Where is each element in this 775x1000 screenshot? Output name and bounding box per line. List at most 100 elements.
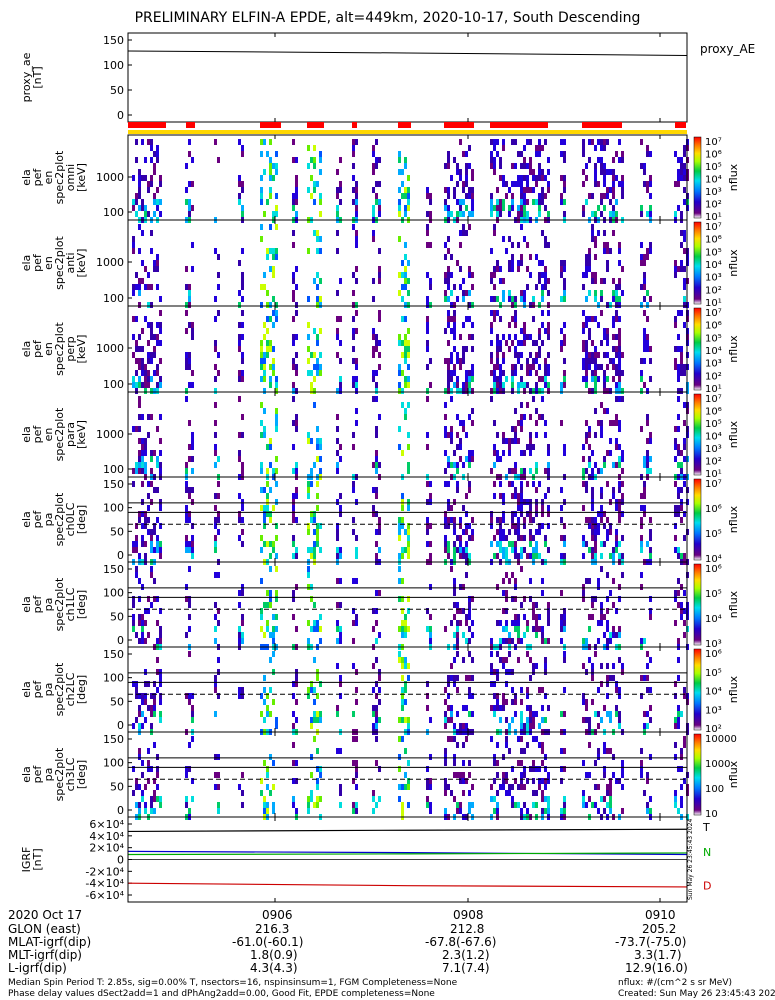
heatmap-cell	[398, 784, 401, 790]
heatmap-cell	[585, 578, 588, 584]
heatmap-cell	[316, 272, 319, 278]
heatmap-cell	[378, 517, 381, 523]
heatmap-cell	[185, 199, 188, 205]
heatmap-cell	[444, 278, 447, 284]
heatmap-cell	[468, 614, 471, 620]
heatmap-cell	[646, 802, 649, 808]
heatmap-cell	[532, 396, 535, 402]
heatmap-cell	[600, 468, 603, 474]
heatmap-cell	[375, 493, 378, 499]
heatmap-cell	[609, 358, 612, 364]
heatmap-cell	[468, 596, 471, 602]
heatmap-cell	[404, 187, 407, 193]
heatmap-cell	[404, 157, 407, 163]
heatmap-cell	[150, 468, 153, 474]
heatmap-cell	[508, 444, 511, 450]
heatmap-cell	[547, 523, 550, 529]
colorbar-tick-label: 10²	[705, 200, 722, 211]
heatmap-cell	[680, 310, 683, 316]
heatmap-cell	[505, 620, 508, 626]
heatmap-cell	[499, 456, 502, 462]
heatmap-cell	[520, 687, 523, 693]
heatmap-cell	[514, 322, 517, 328]
heatmap-cell	[529, 517, 532, 523]
heatmap-cell	[585, 541, 588, 547]
heatmap-cell	[683, 278, 686, 284]
heatmap-cell	[493, 493, 496, 499]
heatmap-cell	[147, 432, 150, 438]
heatmap-cell	[156, 187, 159, 193]
heatmap-cell	[404, 382, 407, 388]
heatmap-cell	[150, 175, 153, 181]
heatmap-cell	[355, 310, 358, 316]
heatmap-cell	[307, 163, 310, 169]
heatmap-cell	[544, 328, 547, 334]
heatmap-cell	[407, 717, 410, 723]
heatmap-cell	[456, 382, 459, 388]
heatmap-cell	[674, 693, 677, 699]
colorbar-label: nflux	[727, 675, 740, 703]
heatmap-cell	[496, 296, 499, 302]
heatmap-cell	[582, 596, 585, 602]
heatmap-cell	[582, 638, 585, 644]
heatmap-cell	[375, 193, 378, 199]
heatmap-cell	[214, 139, 217, 145]
heatmap-cell	[471, 175, 474, 181]
heatmap-cell	[538, 523, 541, 529]
heatmap-cell	[272, 322, 275, 328]
heatmap-cell	[241, 687, 244, 693]
heatmap-cell	[138, 382, 141, 388]
heatmap-cell	[603, 230, 606, 236]
heatmap-cell	[606, 187, 609, 193]
heatmap-cell	[459, 541, 462, 547]
heatmap-cell	[339, 382, 342, 388]
heatmap-cell	[465, 388, 468, 394]
heatmap-cell	[609, 529, 612, 535]
heatmap-cell	[499, 541, 502, 547]
heatmap-cell	[132, 242, 135, 248]
heatmap-cell	[609, 778, 612, 784]
heatmap-cell	[649, 608, 652, 614]
heatmap-cell	[526, 175, 529, 181]
heatmap-cell	[588, 432, 591, 438]
heatmap-cell	[241, 211, 244, 217]
heatmap-cell	[505, 553, 508, 559]
heatmap-cell	[453, 187, 456, 193]
heatmap-cell	[150, 284, 153, 290]
y-axis-label: pef	[31, 680, 44, 699]
heatmap-cell	[292, 517, 295, 523]
heatmap-cell	[526, 284, 529, 290]
heatmap-cell	[269, 139, 272, 145]
heatmap-cell	[496, 151, 499, 157]
heatmap-cell	[135, 358, 138, 364]
heatmap-cell	[600, 511, 603, 517]
heatmap-cell	[260, 790, 263, 796]
heatmap-cell	[407, 596, 410, 602]
heatmap-cell	[426, 316, 429, 322]
heatmap-cell	[275, 553, 278, 559]
heatmap-cell	[444, 163, 447, 169]
heatmap-cell	[674, 790, 677, 796]
heatmap-cell	[594, 316, 597, 322]
heatmap-cell	[529, 766, 532, 772]
heatmap-cell	[352, 163, 355, 169]
heatmap-cell	[153, 352, 156, 358]
heatmap-cell	[153, 596, 156, 602]
heatmap-cell	[450, 254, 453, 260]
heatmap-cell	[214, 547, 217, 553]
heatmap-cell	[514, 302, 517, 308]
heatmap-cell	[319, 547, 322, 553]
heatmap-cell	[606, 620, 609, 626]
heatmap-cell	[520, 723, 523, 729]
heatmap-cell	[260, 346, 263, 352]
colorbar-tick-label: 10⁴	[705, 614, 722, 625]
heatmap-cell	[560, 535, 563, 541]
heatmap-cell	[355, 547, 358, 553]
heatmap-cell	[508, 578, 511, 584]
heatmap-cell	[465, 205, 468, 211]
heatmap-cell	[677, 376, 680, 382]
heatmap-cell	[499, 493, 502, 499]
heatmap-cell	[603, 705, 606, 711]
heatmap-cell	[238, 535, 241, 541]
heatmap-cell	[597, 578, 600, 584]
